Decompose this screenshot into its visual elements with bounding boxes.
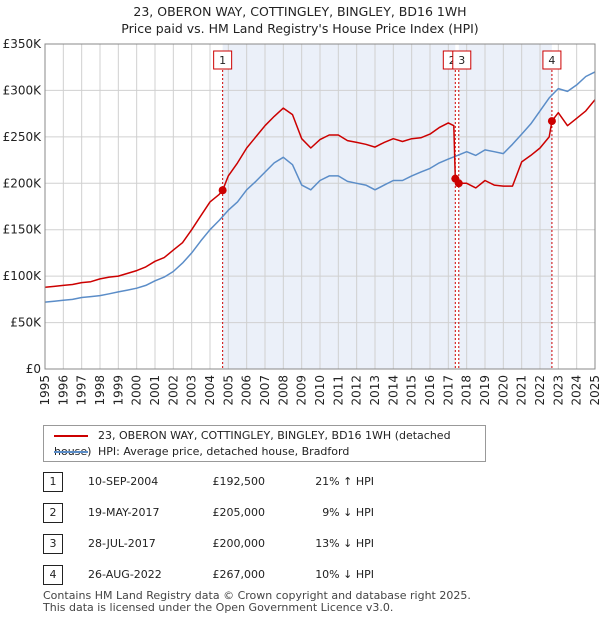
x-tick-label: 2008 xyxy=(276,375,290,406)
x-tick-label: 2018 xyxy=(460,375,474,406)
x-axis-ticks: 1995 1996 1997 1998 1999 2000 2001 2002 2003 2004… xyxy=(38,375,600,406)
shaded-range-2 xyxy=(458,44,552,369)
series-line-property xyxy=(44,99,596,289)
sale-row-1: 1 10-SEP-2004 £192,500 21% ↑ HPI xyxy=(43,471,443,493)
plot-frame xyxy=(44,43,596,370)
y-tick-label: £350K xyxy=(3,37,43,51)
x-tick-label: 2017 xyxy=(441,375,455,406)
sale-marker-label-4: 4 xyxy=(548,54,555,67)
series-lines xyxy=(44,71,596,303)
sale-point-1 xyxy=(218,186,227,195)
shaded-ranges xyxy=(222,44,552,369)
legend-label-hpi: HPI: Average price, detached house, Brad… xyxy=(98,445,350,458)
sale-row-4: 4 26-AUG-2022 £267,000 10% ↓ HPI xyxy=(43,564,443,586)
x-tick-label: 2021 xyxy=(515,375,529,406)
x-tick-label: 2025 xyxy=(588,375,600,406)
y-tick-label: £300K xyxy=(3,83,43,97)
x-tick-label: 2006 xyxy=(240,375,254,406)
chart-title-address: 23, OBERON WAY, COTTINGLEY, BINGLEY, BD1… xyxy=(133,4,467,19)
sale-marker-label-3: 3 xyxy=(458,54,465,67)
x-tick-label: 2011 xyxy=(331,375,345,406)
x-tick-label: 1995 xyxy=(38,375,52,406)
x-tick-label: 1996 xyxy=(56,375,70,406)
legend: 23, OBERON WAY, COTTINGLEY, BINGLEY, BD1… xyxy=(43,425,486,462)
sale-number-badge: 4 xyxy=(43,565,63,585)
sale-price: £267,000 xyxy=(212,568,266,581)
sale-vertical-lines xyxy=(222,54,553,369)
y-tick-label: £250K xyxy=(3,130,43,144)
x-tick-label: 2004 xyxy=(203,375,217,406)
y-tick-label: £100K xyxy=(3,269,43,283)
sale-number-badge: 3 xyxy=(43,534,63,554)
x-tick-label: 1998 xyxy=(93,375,107,406)
chart-subtitle: Price paid vs. HM Land Registry's House … xyxy=(121,21,479,36)
x-tick-label: 2013 xyxy=(368,375,382,406)
x-tick-label: 2007 xyxy=(258,375,272,406)
x-tick-label: 2024 xyxy=(570,375,584,406)
x-tick-label: 2015 xyxy=(405,375,419,406)
x-tick-label: 2022 xyxy=(533,375,547,406)
sale-number-badge: 2 xyxy=(43,503,63,523)
sale-hpi-diff: 21% ↑ HPI xyxy=(315,475,374,488)
footer-license: This data is licensed under the Open Gov… xyxy=(43,601,394,614)
sale-hpi-diff: 10% ↓ HPI xyxy=(315,568,374,581)
sale-marker-box-1 xyxy=(213,50,233,70)
sale-date: 28-JUL-2017 xyxy=(88,537,156,550)
price-chart: 1234 £0£50K£100K£150K£200K£250K£300K£350… xyxy=(3,37,600,406)
x-tick-label: 2023 xyxy=(551,375,565,406)
sale-price: £200,000 xyxy=(212,537,266,550)
y-tick-label: £0 xyxy=(26,362,41,376)
legend-item-hpi: HPI: Average price, detached house, Brad… xyxy=(54,444,349,460)
sale-marker-box-3 xyxy=(452,50,472,70)
x-tick-label: 2010 xyxy=(313,375,327,406)
x-tick-label: 2001 xyxy=(148,375,162,406)
y-tick-label: £150K xyxy=(3,223,43,237)
sale-markers: 1234 xyxy=(213,50,562,195)
sale-point-3 xyxy=(454,179,463,188)
x-tick-label: 2003 xyxy=(185,375,199,406)
sale-point-4 xyxy=(547,117,556,126)
sale-date: 26-AUG-2022 xyxy=(88,568,162,581)
sale-date: 19-MAY-2017 xyxy=(88,506,160,519)
series-line-hpi xyxy=(44,71,596,303)
sale-hpi-diff: 13% ↓ HPI xyxy=(315,537,374,550)
x-tick-label: 1999 xyxy=(111,375,125,406)
footer-attribution: Contains HM Land Registry data © Crown c… xyxy=(43,590,471,614)
legend-swatch-hpi xyxy=(54,451,88,453)
sale-row-2: 2 19-MAY-2017 £205,000 9% ↓ HPI xyxy=(43,502,443,524)
sale-price: £205,000 xyxy=(212,506,266,519)
shaded-range-1 xyxy=(222,44,456,369)
x-tick-label: 2005 xyxy=(221,375,235,406)
x-tick-label: 1997 xyxy=(75,375,89,406)
x-tick-label: 2002 xyxy=(166,375,180,406)
sale-row-3: 3 28-JUL-2017 £200,000 13% ↓ HPI xyxy=(43,533,443,555)
x-tick-label: 2014 xyxy=(386,375,400,406)
x-tick-label: 2000 xyxy=(130,375,144,406)
legend-swatch-property xyxy=(54,435,88,437)
sale-marker-box-4 xyxy=(542,50,562,70)
legend-item-property: 23, OBERON WAY, COTTINGLEY, BINGLEY, BD1… xyxy=(54,428,485,458)
y-axis-ticks: £0 £50K £100K £150K £200K £250K £300K £350K xyxy=(3,37,43,376)
x-tick-label: 2016 xyxy=(423,375,437,406)
sale-hpi-diff: 9% ↓ HPI xyxy=(322,506,374,519)
footer-copyright: Contains HM Land Registry data © Crown c… xyxy=(43,589,471,602)
x-tick-label: 2019 xyxy=(478,375,492,406)
y-tick-label: £200K xyxy=(3,176,43,190)
x-tick-label: 2020 xyxy=(496,375,510,406)
sale-date: 10-SEP-2004 xyxy=(88,475,159,488)
y-tick-label: £50K xyxy=(10,316,42,330)
x-tick-label: 2012 xyxy=(350,375,364,406)
sale-number-badge: 1 xyxy=(43,472,63,492)
x-tick-label: 2009 xyxy=(295,375,309,406)
sale-marker-label-1: 1 xyxy=(219,54,226,67)
sale-price: £192,500 xyxy=(212,475,266,488)
